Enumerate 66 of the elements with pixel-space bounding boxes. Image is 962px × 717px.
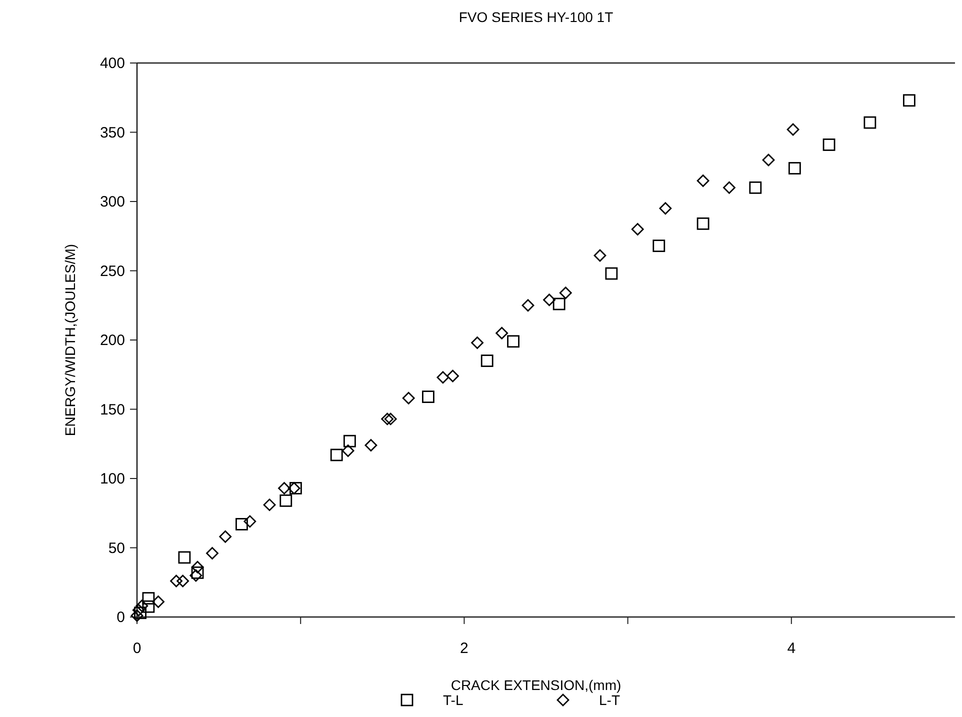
y-tick-label: 50 xyxy=(108,540,125,557)
point xyxy=(631,223,644,236)
point xyxy=(343,434,356,448)
point xyxy=(522,299,534,312)
y-tick-label: 0 xyxy=(116,609,125,626)
point xyxy=(381,412,394,426)
point xyxy=(206,547,218,560)
point xyxy=(142,600,155,613)
point xyxy=(902,94,916,107)
point xyxy=(749,181,762,194)
y-tick-label: 250 xyxy=(100,262,125,280)
point xyxy=(480,354,494,367)
x-tick-label: 2 xyxy=(460,640,468,657)
point xyxy=(507,335,520,348)
y-axis-title: ENERGY/WIDTH,(JOULES/M) xyxy=(62,244,78,436)
point xyxy=(263,498,276,512)
point xyxy=(280,494,292,507)
point xyxy=(446,370,459,382)
x-tick-label: 0 xyxy=(132,640,142,657)
point xyxy=(552,298,566,310)
point xyxy=(696,174,710,187)
point xyxy=(134,606,146,620)
point xyxy=(278,482,290,494)
point xyxy=(788,162,801,174)
point xyxy=(822,138,836,151)
point xyxy=(178,551,191,564)
point xyxy=(543,294,556,306)
point xyxy=(696,217,710,230)
point xyxy=(864,116,876,129)
point xyxy=(652,240,666,252)
y-tick-label: 400 xyxy=(100,55,125,72)
point xyxy=(786,123,800,136)
point xyxy=(605,267,618,280)
y-tick-label: 100 xyxy=(100,470,125,488)
legend-label: L-T xyxy=(599,692,620,708)
point xyxy=(402,392,415,404)
point xyxy=(496,326,508,340)
legend-label: T-L xyxy=(443,692,464,708)
point xyxy=(471,336,484,349)
y-tick-label: 350 xyxy=(100,124,125,142)
point xyxy=(723,181,736,194)
point xyxy=(142,592,155,604)
point xyxy=(191,560,204,574)
point xyxy=(342,444,354,457)
y-tick-label: 200 xyxy=(100,332,125,349)
point xyxy=(436,371,450,384)
chart-title: FVO SERIES HY-100 1T xyxy=(458,9,614,25)
x-tick-label: 4 xyxy=(787,640,796,657)
point xyxy=(364,439,378,452)
point xyxy=(594,249,606,262)
y-tick-label: 300 xyxy=(100,194,125,210)
point xyxy=(219,530,232,543)
point xyxy=(170,574,182,588)
point xyxy=(176,574,190,588)
x-axis-title: CRACK EXTENSION,(mm) xyxy=(450,677,622,693)
point xyxy=(330,448,343,462)
y-tick-label: 150 xyxy=(100,401,125,418)
point xyxy=(559,286,572,300)
point xyxy=(236,518,248,530)
point xyxy=(384,412,397,426)
point xyxy=(152,596,164,608)
point xyxy=(422,390,434,403)
point xyxy=(659,202,672,215)
point xyxy=(244,515,256,528)
point xyxy=(191,566,204,579)
point xyxy=(762,154,775,166)
